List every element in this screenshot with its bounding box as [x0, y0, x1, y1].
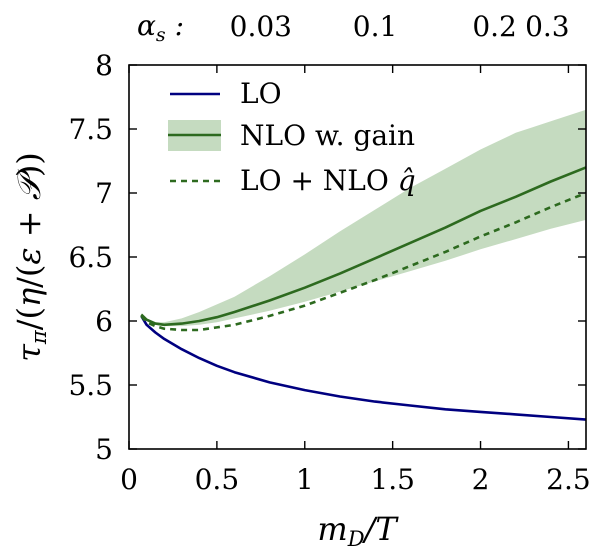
- y-tick-label: 6.5: [68, 241, 113, 274]
- x-tick-label: 2: [472, 463, 490, 496]
- y-tick-label: 5.5: [68, 369, 113, 402]
- top-tick-label: 0.1: [353, 10, 398, 43]
- band-1: [141, 109, 587, 327]
- y-tick-label: 7.5: [68, 113, 113, 146]
- x-tick-label: 0: [120, 463, 138, 496]
- y-axis-label: τπ/(η/(ε + 𝒫)): [10, 152, 51, 362]
- y-tick-label: 6: [95, 305, 113, 338]
- x-tick-label: 2.5: [546, 463, 591, 496]
- series-line-0: [140, 315, 587, 421]
- y-tick-label: 5: [95, 433, 113, 466]
- top-axis-label: αs :: [137, 9, 184, 46]
- top-tick-label: 0.03: [230, 10, 292, 43]
- legend-label-nlo: NLO w. gain: [240, 119, 415, 152]
- legend: LO NLO w. gain LO + NLO q̂: [168, 77, 416, 197]
- plot-content: [140, 109, 587, 421]
- legend-label-lo: LO: [240, 77, 282, 110]
- legend-label-qhat: LO + NLO q̂: [240, 164, 416, 197]
- series-line-1: [140, 166, 587, 327]
- top-tick-label: 0.3: [525, 10, 570, 43]
- ticks: 0 0.5 1 1.5 2 2.5 5 5.5 6 6.5 7 7.5 8 0.03 0.1 0.2 0.3: [68, 10, 590, 496]
- top-tick-label: 0.2: [472, 10, 517, 43]
- x-axis-label: mD/T: [317, 510, 399, 551]
- y-tick-label: 8: [95, 49, 113, 82]
- x-tick-label: 0.5: [195, 463, 240, 496]
- x-tick-label: 1: [296, 463, 314, 496]
- series-line-2: [140, 191, 587, 332]
- y-tick-label: 7: [95, 177, 113, 210]
- x-tick-label: 1.5: [370, 463, 415, 496]
